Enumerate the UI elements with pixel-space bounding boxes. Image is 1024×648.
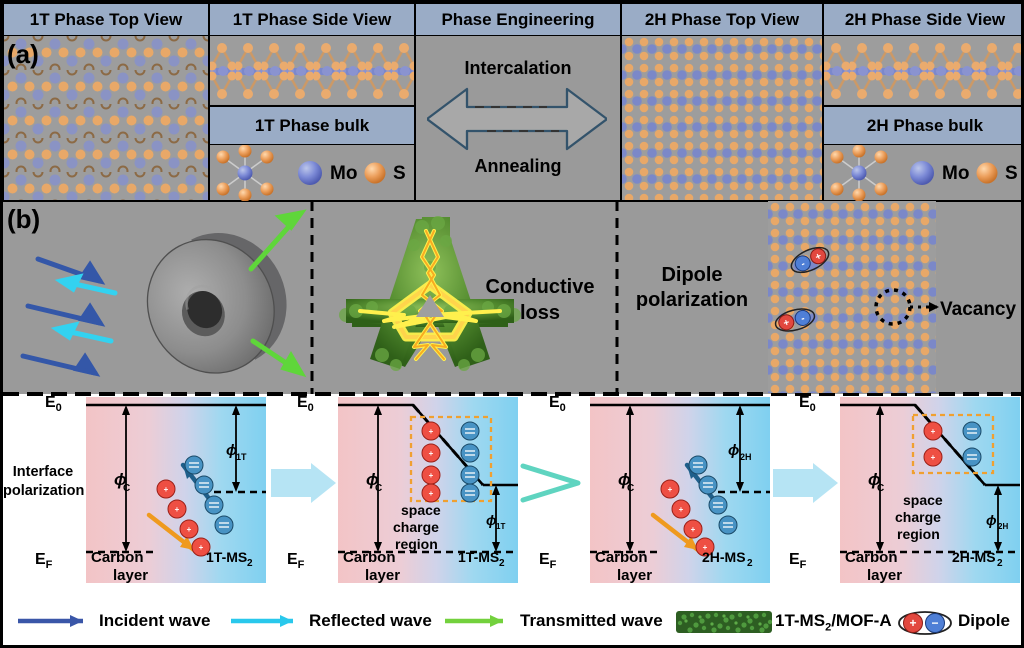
svg-text:S: S — [1005, 163, 1018, 184]
svg-text:C: C — [877, 483, 884, 494]
svg-text:loss: loss — [520, 302, 560, 324]
svg-text:Carbon: Carbon — [91, 549, 144, 566]
svg-text:2H-MS: 2H-MS — [702, 549, 746, 565]
svg-text:space: space — [401, 502, 441, 518]
svg-text:C: C — [627, 483, 634, 494]
svg-text:−: − — [931, 616, 938, 630]
svg-text:+: + — [429, 449, 434, 458]
svg-text:2H: 2H — [740, 452, 752, 462]
svg-text:1T-MS: 1T-MS — [458, 549, 499, 565]
svg-text:layer: layer — [867, 567, 902, 583]
svg-text:+: + — [931, 453, 936, 462]
svg-text:layer: layer — [617, 567, 652, 583]
svg-text:Carbon: Carbon — [845, 549, 898, 566]
svg-text:+: + — [931, 427, 936, 436]
svg-text:2: 2 — [499, 558, 505, 569]
svg-text:+: + — [187, 525, 192, 534]
svg-text:charge: charge — [895, 509, 941, 525]
svg-text:+: + — [429, 489, 434, 498]
svg-text:layer: layer — [113, 567, 148, 583]
svg-text:2: 2 — [997, 558, 1003, 569]
svg-text:Mo: Mo — [330, 163, 357, 184]
svg-text:region: region — [395, 536, 438, 552]
svg-text:+: + — [691, 525, 696, 534]
svg-text:C: C — [375, 483, 382, 494]
svg-text:Conductive: Conductive — [486, 276, 595, 298]
svg-text:+: + — [909, 616, 916, 630]
svg-text:1T: 1T — [236, 452, 247, 462]
svg-text:space: space — [903, 492, 943, 508]
svg-text:Carbon: Carbon — [595, 549, 648, 566]
svg-text:2H: 2H — [998, 522, 1008, 531]
svg-text:Carbon: Carbon — [343, 549, 396, 566]
svg-text:+: + — [175, 505, 180, 514]
svg-text:+: + — [429, 471, 434, 480]
svg-text:Mo: Mo — [942, 163, 969, 184]
svg-text:charge: charge — [393, 519, 439, 535]
svg-text:+: + — [679, 505, 684, 514]
svg-text:ϕ: ϕ — [728, 442, 739, 459]
svg-text:layer: layer — [365, 567, 400, 583]
svg-text:region: region — [897, 526, 940, 542]
svg-text:+: + — [429, 427, 434, 436]
svg-text:C: C — [123, 483, 130, 494]
svg-text:2H-MS: 2H-MS — [952, 549, 996, 565]
svg-text:1T: 1T — [496, 522, 505, 531]
svg-text:+: + — [164, 485, 169, 494]
svg-text:+: + — [668, 485, 673, 494]
svg-text:ϕ: ϕ — [986, 512, 997, 528]
svg-text:1T-MS: 1T-MS — [206, 549, 247, 565]
svg-text:S: S — [393, 163, 406, 184]
svg-text:2: 2 — [247, 558, 253, 569]
svg-text:+: + — [199, 543, 204, 552]
svg-text:2: 2 — [747, 558, 753, 569]
